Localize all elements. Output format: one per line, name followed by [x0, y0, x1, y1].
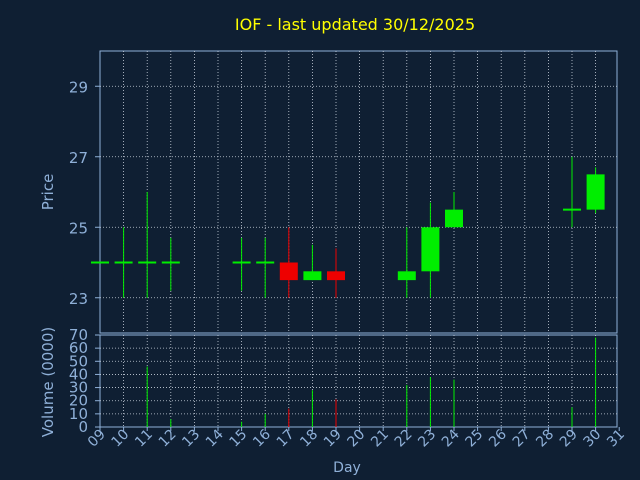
volume-axis-label: Volume (0000) [39, 327, 57, 437]
price-tick-label: 23 [69, 290, 88, 308]
candle-body [327, 271, 345, 281]
price-tick-label: 27 [69, 149, 88, 167]
x-axis-label: Day [333, 460, 361, 476]
volume-tick-label: 0 [78, 418, 88, 436]
price-tick-label: 25 [69, 219, 88, 237]
volume-tick-label: 20 [69, 392, 88, 410]
volume-tick-label: 40 [69, 365, 88, 383]
candle-body [421, 227, 440, 272]
volume-panel-frame [99, 334, 618, 428]
price-y-ticks: 23 25 27 29 [69, 78, 100, 308]
volume-grid [100, 335, 617, 427]
price-tick-label: 29 [69, 78, 88, 96]
price-axis-label: Price [39, 174, 57, 211]
volume-tick-label: 50 [69, 352, 88, 370]
volume-tick-label: 60 [69, 339, 88, 357]
volume-bars [146, 337, 597, 427]
volume-tick-label: 70 [69, 326, 88, 344]
candle-body [397, 271, 416, 281]
candle-body [279, 262, 298, 281]
chart-title: IOF - last updated 30/12/2025 [235, 15, 475, 34]
price-panel: 23 25 27 29 Price [39, 50, 618, 334]
candles [91, 156, 605, 298]
price-panel-frame [99, 50, 618, 334]
candle-body [586, 174, 605, 210]
volume-tick-label: 10 [69, 405, 88, 423]
volume-tick-label: 30 [69, 379, 88, 397]
candle-body [445, 209, 463, 228]
candle-body [303, 271, 322, 281]
x-axis-ticks: 09 10 11 12 13 14 15 16 17 18 19 20 21 22 23 24 25 26 27 28… [85, 426, 628, 450]
